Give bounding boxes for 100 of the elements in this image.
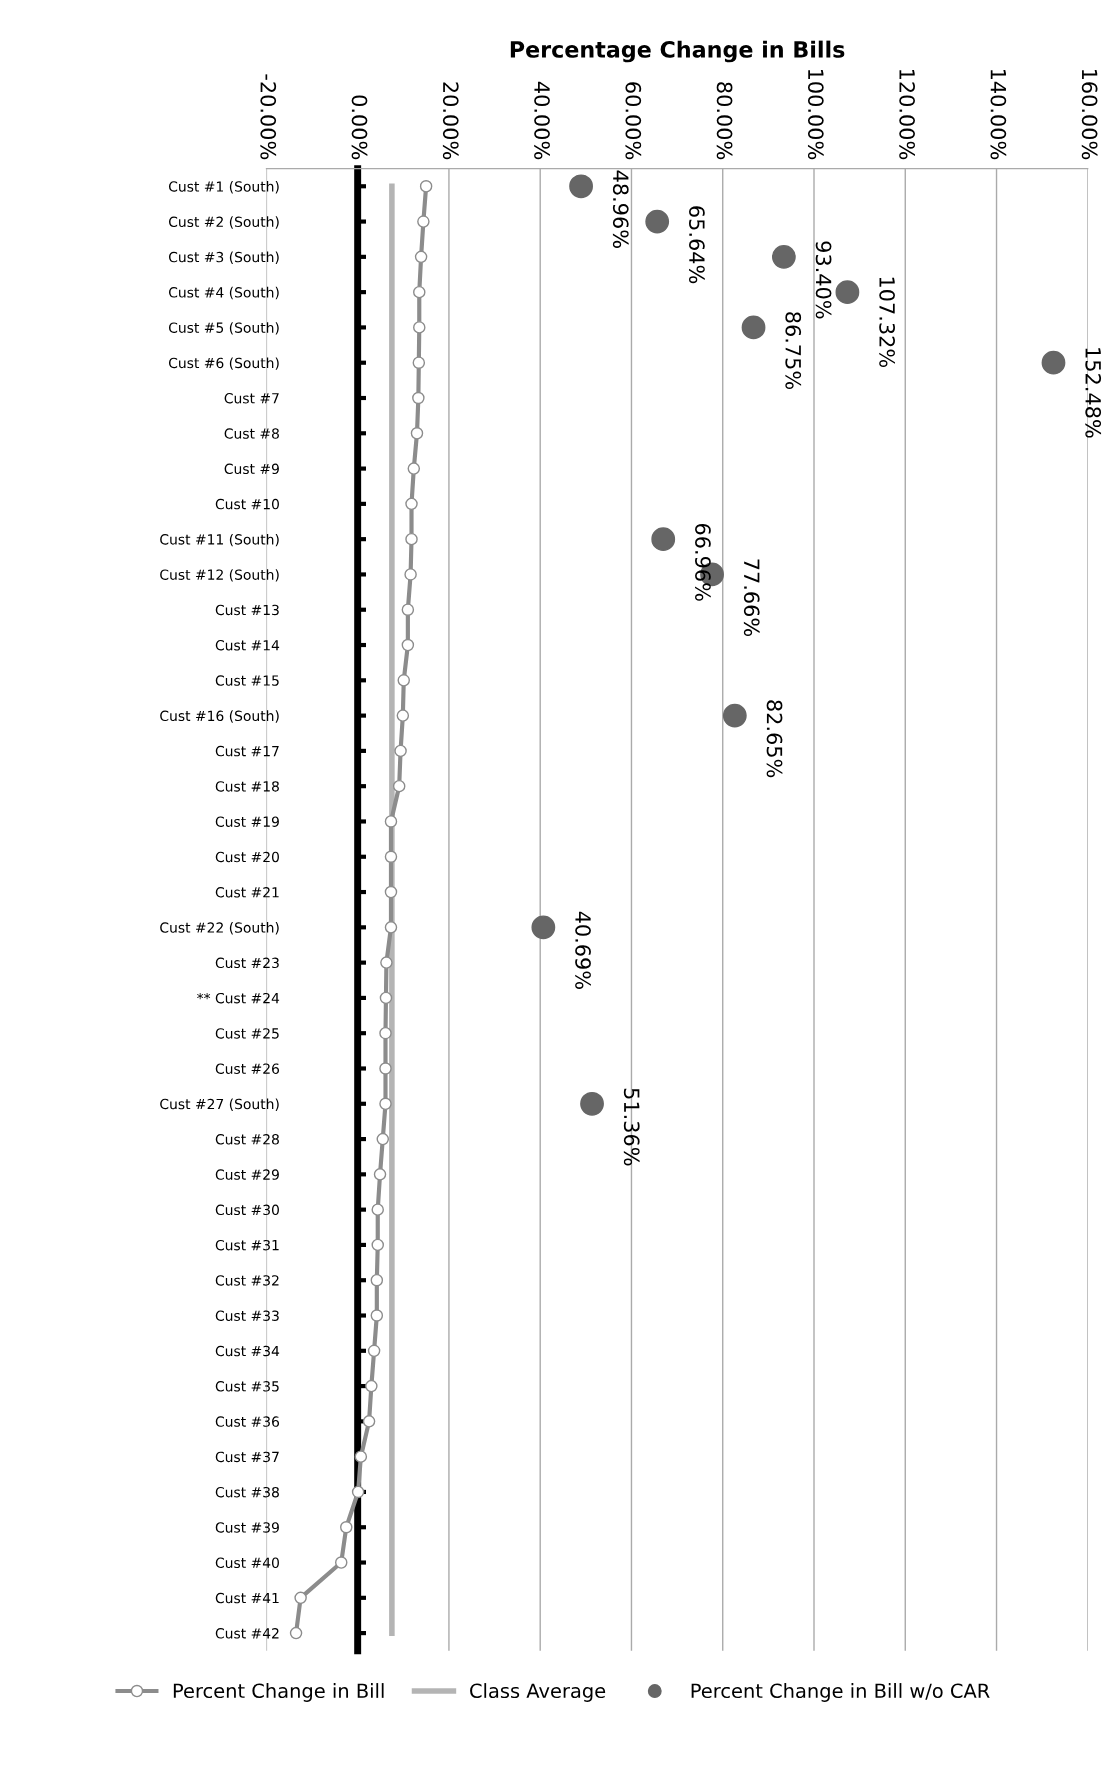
legend-label: Percent Change in Bill w/o CAR: [691, 1683, 990, 1702]
y-tick-label: Cust #42: [215, 1628, 279, 1639]
y-tick-label: Cust #37: [215, 1451, 279, 1463]
x-tick-label: 40.00%: [534, 81, 550, 160]
point: [371, 1203, 384, 1216]
point: [531, 915, 556, 940]
point: [405, 532, 418, 546]
x-tick-label: -20.00%: [260, 74, 277, 160]
point: [1041, 350, 1066, 375]
point: [365, 1379, 378, 1393]
point: [379, 991, 393, 1005]
y-tick-label: Cust #10: [215, 498, 279, 510]
y-tick-label: Cust #8: [224, 428, 279, 439]
point: [401, 603, 415, 616]
point: [580, 1091, 604, 1116]
point: [334, 1556, 348, 1569]
x-tick-label: 0.00%: [351, 95, 368, 160]
x-tick-label: 100.00%: [807, 69, 824, 160]
point: [384, 885, 398, 899]
point: [379, 1097, 392, 1111]
point: [835, 280, 860, 305]
data-label: 93.40%: [815, 241, 832, 319]
point: [569, 174, 593, 199]
y-tick-label: Cust #27 (South): [160, 1098, 279, 1111]
x-tick-label: 60.00%: [625, 82, 642, 160]
data-label: 152.48%: [1085, 348, 1102, 438]
y-tick-label: Cust #12 (South): [160, 569, 279, 582]
point: [294, 1591, 307, 1605]
y-tick-label: Cust #4 (South): [168, 286, 279, 300]
point: [362, 1415, 376, 1428]
point: [396, 709, 410, 722]
point: [741, 315, 766, 340]
y-tick-label: Cust #14: [215, 639, 280, 651]
point: [405, 497, 418, 511]
y-tick-label: Cust #25: [215, 1028, 279, 1039]
data-label: 66.96%: [695, 523, 711, 601]
y-tick-label: Cust #22 (South): [160, 922, 279, 935]
y-tick-label: Cust #32: [215, 1275, 279, 1286]
y-tick-label: Cust #33: [215, 1310, 279, 1321]
point: [370, 1273, 384, 1287]
y-tick-label: Cust #1 (South): [168, 180, 279, 194]
y-tick-label: Cust #31: [215, 1239, 279, 1251]
point: [380, 956, 393, 969]
x-tick-label: 140.00%: [990, 69, 1007, 160]
data-label: 82.65%: [766, 700, 783, 778]
y-tick-label: Cust #38: [215, 1486, 279, 1498]
point: [376, 1132, 390, 1146]
point: [413, 285, 426, 299]
y-tick-label: Cust #21: [215, 887, 279, 898]
data-label: 65.64%: [689, 206, 705, 284]
point: [367, 1344, 381, 1358]
legend-label: Class Average: [470, 1683, 606, 1702]
point: [651, 527, 676, 552]
y-tick-label: Cust #40: [215, 1557, 279, 1568]
point: [722, 703, 747, 728]
y-tick-label: Cust #28: [215, 1134, 279, 1145]
y-tick-label: Cust #29: [215, 1169, 279, 1180]
y-tick-label: Cust #30: [215, 1204, 279, 1216]
point: [401, 638, 415, 652]
point: [397, 674, 411, 687]
data-label: 51.36%: [623, 1088, 640, 1166]
point: [417, 215, 430, 228]
data-label: 86.75%: [785, 312, 802, 390]
point: [419, 180, 433, 193]
point: [384, 850, 398, 864]
point: [351, 1485, 365, 1499]
y-tick-label: Cust #15: [215, 675, 279, 686]
y-tick-label: Cust #17: [215, 745, 279, 757]
point: [394, 744, 407, 758]
y-tick-label: Cust #7: [224, 392, 279, 404]
x-tick-label: 20.00%: [442, 82, 459, 160]
chart-title: Percentage Change in Bills: [510, 40, 845, 63]
point: [370, 1309, 384, 1322]
y-tick-label: Cust #6 (South): [168, 357, 279, 370]
point: [414, 250, 428, 264]
y-tick-label: Cust #26: [215, 1063, 280, 1074]
y-tick-label: Cust #3 (South): [168, 251, 279, 264]
point: [379, 1026, 392, 1040]
point: [412, 356, 426, 369]
data-label: 77.66%: [743, 559, 760, 637]
data-label: 48.96%: [612, 170, 629, 248]
point: [379, 1062, 392, 1075]
y-tick-label: Cust #39: [215, 1522, 279, 1533]
point: [410, 427, 424, 440]
data-label: 40.69%: [575, 911, 591, 989]
data-label: 107.32%: [879, 277, 895, 368]
point: [371, 1238, 384, 1252]
y-tick-label: Cust #41: [215, 1592, 279, 1604]
y-tick-label: Cust #16 (South): [160, 710, 279, 723]
x-tick-label: 160.00%: [1081, 69, 1098, 160]
point: [289, 1626, 303, 1640]
y-tick-label: Cust #9: [224, 463, 279, 475]
y-tick-label: Cust #34: [215, 1345, 280, 1357]
point: [373, 1168, 387, 1181]
point: [384, 921, 398, 934]
point: [407, 462, 421, 475]
y-tick-label: Cust #2 (South): [168, 216, 279, 229]
point: [404, 568, 417, 581]
point: [340, 1520, 353, 1534]
x-tick-label: 80.00%: [716, 82, 733, 160]
